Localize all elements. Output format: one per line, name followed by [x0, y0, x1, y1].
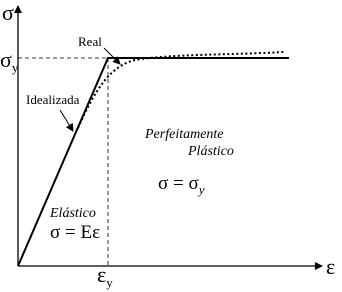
equation: σ = σ [158, 173, 199, 194]
real-curve [77, 51, 285, 129]
subscript: y [12, 60, 19, 75]
symbol: σ [0, 47, 12, 72]
elastic-equation: σ = Eε [50, 222, 100, 243]
elastic-title: Elástico [49, 206, 96, 221]
plastic-title: Plástico [187, 144, 234, 159]
x-axis-label: ε [326, 254, 335, 279]
plastic-equation: σ = σy [158, 173, 205, 197]
subscript: y [106, 275, 113, 290]
subscript: y [197, 182, 205, 197]
real-arrow [103, 47, 121, 65]
y-axis-label: σ [2, 0, 14, 25]
idealized-label: Idealizada [26, 92, 80, 107]
symbol: ε [97, 262, 106, 287]
real-label: Real [78, 34, 102, 49]
plastic-title: Perfeitamente [144, 127, 224, 142]
idealized-curve [17, 57, 289, 267]
yield-strain-label: εy [97, 262, 113, 290]
idealized-arrow [59, 109, 74, 132]
yield-stress-label: σy [0, 47, 19, 75]
